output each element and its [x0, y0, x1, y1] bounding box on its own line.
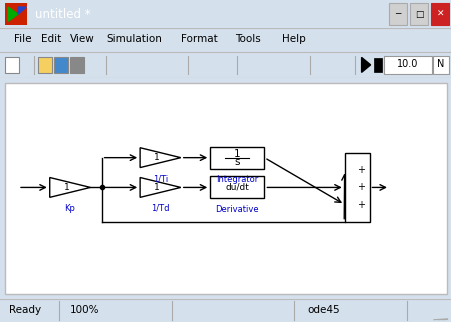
Text: du/dt: du/dt	[225, 183, 249, 192]
FancyBboxPatch shape	[432, 55, 448, 74]
Text: 1/Ti: 1/Ti	[152, 174, 168, 183]
FancyBboxPatch shape	[210, 147, 264, 169]
FancyBboxPatch shape	[373, 58, 382, 71]
Polygon shape	[140, 177, 180, 197]
Text: Integrator: Integrator	[216, 175, 258, 184]
Text: 1: 1	[64, 183, 69, 192]
Text: s: s	[234, 156, 239, 166]
Polygon shape	[8, 7, 18, 21]
Polygon shape	[140, 148, 180, 167]
FancyBboxPatch shape	[430, 4, 448, 25]
Text: File: File	[14, 34, 31, 44]
Text: +: +	[356, 200, 364, 210]
Text: Simulation: Simulation	[106, 34, 162, 44]
Text: +: +	[356, 165, 364, 175]
FancyBboxPatch shape	[5, 4, 27, 25]
FancyBboxPatch shape	[388, 4, 406, 25]
Text: Edit: Edit	[41, 34, 61, 44]
FancyBboxPatch shape	[5, 57, 19, 73]
FancyBboxPatch shape	[70, 57, 83, 73]
FancyBboxPatch shape	[5, 83, 446, 294]
Text: Tools: Tools	[235, 34, 260, 44]
Text: N: N	[436, 59, 444, 69]
Polygon shape	[18, 7, 26, 14]
Text: View: View	[70, 34, 95, 44]
Text: 1: 1	[234, 149, 240, 159]
Text: 100%: 100%	[70, 305, 99, 315]
FancyBboxPatch shape	[210, 176, 264, 198]
Polygon shape	[50, 177, 90, 197]
Text: Help: Help	[282, 34, 306, 44]
FancyBboxPatch shape	[383, 55, 431, 74]
Text: 10.0: 10.0	[396, 59, 418, 69]
Text: ode45: ode45	[307, 305, 339, 315]
Text: +: +	[356, 183, 364, 193]
FancyBboxPatch shape	[344, 153, 369, 222]
FancyBboxPatch shape	[409, 4, 427, 25]
Text: Format: Format	[180, 34, 217, 44]
Text: Ready: Ready	[9, 305, 41, 315]
FancyBboxPatch shape	[38, 57, 52, 73]
Text: ─: ─	[394, 10, 400, 19]
Text: untitled *: untitled *	[35, 8, 91, 21]
Text: 1: 1	[154, 153, 160, 162]
Text: 1/Td: 1/Td	[151, 204, 169, 213]
Text: Derivative: Derivative	[215, 205, 258, 214]
Text: 1: 1	[154, 183, 160, 192]
Text: □: □	[414, 10, 422, 19]
FancyBboxPatch shape	[54, 57, 68, 73]
Text: Kp: Kp	[64, 204, 75, 213]
Polygon shape	[361, 57, 370, 72]
Text: ✕: ✕	[436, 10, 443, 19]
